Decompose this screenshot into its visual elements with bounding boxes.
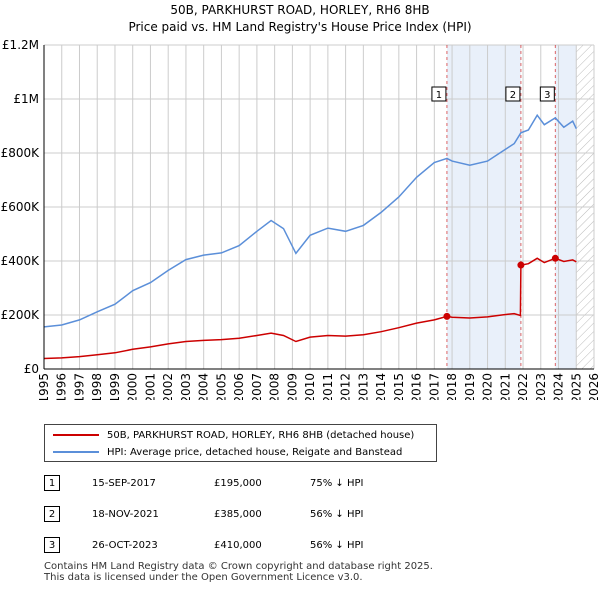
x-tick-label: 1998 <box>90 373 104 400</box>
x-tick-label: 2019 <box>463 373 477 400</box>
sale-point <box>517 261 525 269</box>
x-tick-label: 2013 <box>356 373 370 400</box>
sale-date: 15-SEP-2017 <box>92 477 156 489</box>
sale-row: 3 26-OCT-2023 £410,000 56% ↓ HPI <box>44 535 363 555</box>
y-tick-label: £600K <box>1 200 41 214</box>
chart-subtitle: Price paid vs. HM Land Registry's House … <box>128 20 472 34</box>
sale-label-box <box>505 86 521 102</box>
x-tick-label: 2015 <box>392 373 406 400</box>
sale-label-box <box>431 86 447 102</box>
legend-label-hpi: HPI: Average price, detached house, Reig… <box>107 446 403 458</box>
x-tick-label: 1995 <box>37 373 51 400</box>
sale-hpi-diff: 56% ↓ HPI <box>310 508 364 520</box>
y-tick-label: £1.2M <box>2 38 39 52</box>
x-tick-label: 2004 <box>197 373 211 400</box>
sale-date: 26-OCT-2023 <box>92 539 158 551</box>
sale-label-box <box>539 86 555 102</box>
sale-number-badge: 1 <box>44 475 60 491</box>
x-tick-label: 2007 <box>250 373 264 400</box>
x-tick-label: 1997 <box>72 373 86 400</box>
legend: 50B, PARKHURST ROAD, HORLEY, RH6 8HB (de… <box>44 424 437 462</box>
sale-point <box>551 254 559 262</box>
chart-title: 50B, PARKHURST ROAD, HORLEY, RH6 8HB <box>170 3 430 17</box>
x-tick-label: 2009 <box>285 373 299 400</box>
sale-price: £410,000 <box>214 539 262 551</box>
sale-number-badge: 2 <box>44 506 60 522</box>
legend-item-property: 50B, PARKHURST ROAD, HORLEY, RH6 8HB (de… <box>53 427 414 443</box>
y-tick-label: £400K <box>1 254 41 268</box>
x-tick-label: 2023 <box>534 373 548 400</box>
x-tick-label: 2020 <box>481 373 495 400</box>
legend-item-hpi: HPI: Average price, detached house, Reig… <box>53 444 402 460</box>
y-tick-label: £1M <box>13 92 39 106</box>
x-tick-label: 2025 <box>569 373 583 400</box>
x-tick-label: 1996 <box>55 373 69 400</box>
sale-label-text: 3 <box>544 90 550 101</box>
x-tick-label: 2022 <box>516 373 530 400</box>
x-tick-label: 2001 <box>143 373 157 400</box>
sale-hpi-diff: 56% ↓ HPI <box>310 539 364 551</box>
sale-label-text: 2 <box>510 90 516 101</box>
x-tick-label: 2026 <box>587 373 600 400</box>
hpi-series-line <box>43 113 577 328</box>
sale-row: 2 18-NOV-2021 £385,000 56% ↓ HPI <box>44 504 363 524</box>
sale-price: £385,000 <box>214 508 262 520</box>
legend-swatch-property <box>53 434 99 436</box>
x-tick-label: 2016 <box>410 373 424 400</box>
x-tick-label: 2024 <box>552 373 566 400</box>
sale-number-badge: 3 <box>44 537 60 553</box>
legend-label-property: 50B, PARKHURST ROAD, HORLEY, RH6 8HB (de… <box>107 429 415 441</box>
sale-label-text: 1 <box>436 90 442 101</box>
property-series-line <box>43 257 577 360</box>
y-tick-label: £0 <box>24 362 39 376</box>
x-tick-label: 2012 <box>339 373 353 400</box>
x-tick-label: 2006 <box>232 373 246 400</box>
x-tick-label: 2003 <box>179 373 193 400</box>
y-tick-label: £200K <box>1 308 41 322</box>
x-tick-label: 1999 <box>108 373 122 400</box>
x-tick-label: 2011 <box>321 373 335 400</box>
x-tick-label: 2017 <box>427 373 441 400</box>
x-tick-label: 2021 <box>498 373 512 400</box>
price-chart: 1 2 3 £0 £200K £400K £600K £800K £1M £1.2M 1995 199… <box>1 38 600 400</box>
x-tick-label: 2008 <box>268 373 282 400</box>
x-tick-label: 2014 <box>374 373 388 400</box>
x-tick-label: 2010 <box>303 373 317 400</box>
legend-swatch-hpi <box>53 451 99 453</box>
footer-copyright: Contains HM Land Registry data © Crown c… <box>44 561 433 572</box>
sale-date: 18-NOV-2021 <box>92 508 159 520</box>
footer: Contains HM Land Registry data © Crown c… <box>44 561 433 583</box>
footer-licence: This data is licensed under the Open Gov… <box>44 572 363 583</box>
sale-hpi-diff: 75% ↓ HPI <box>310 477 364 489</box>
x-tick-label: 2005 <box>214 373 228 400</box>
sale-price: £195,000 <box>214 477 262 489</box>
sale-row: 1 15-SEP-2017 £195,000 75% ↓ HPI <box>44 473 363 493</box>
sale-point <box>443 312 451 320</box>
x-tick-label: 2000 <box>126 373 140 400</box>
x-tick-label: 2002 <box>161 373 175 400</box>
y-tick-label: £800K <box>1 146 41 160</box>
x-tick-label: 2018 <box>445 373 459 400</box>
